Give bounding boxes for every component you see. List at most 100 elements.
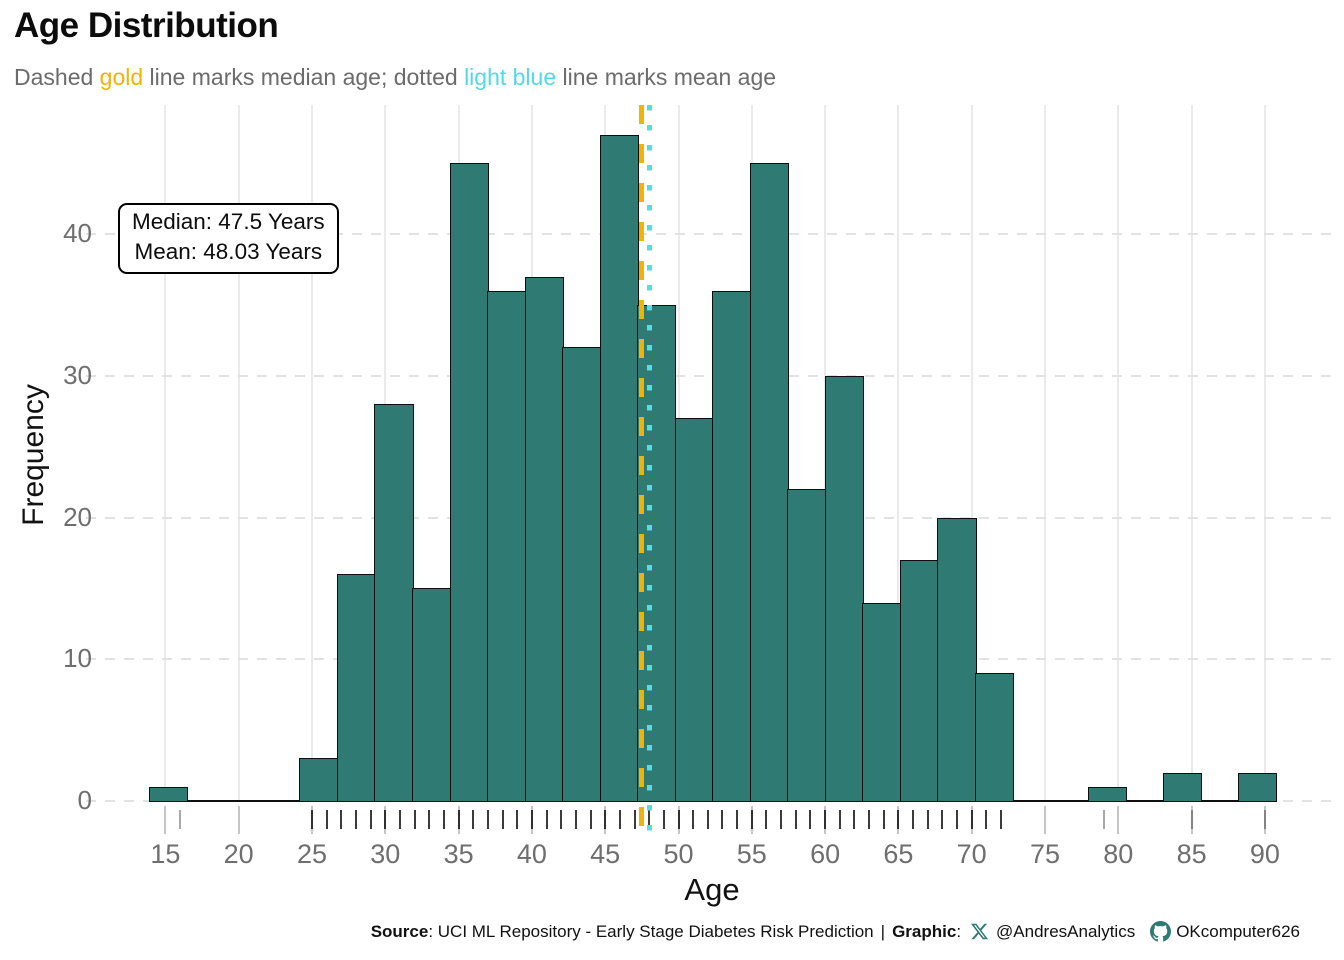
histogram-bar	[599, 134, 639, 802]
x-tick-label: 30	[370, 839, 401, 869]
rug-mark	[692, 810, 695, 829]
histogram-bar	[862, 602, 902, 802]
x-axis-tick	[164, 806, 167, 834]
x-tick-label: 50	[663, 839, 694, 869]
histogram-bar	[487, 290, 527, 802]
graphic-credit: Graphic:	[892, 922, 961, 942]
subtitle-part-plain: Dashed	[14, 64, 100, 90]
vertical-gridline	[311, 105, 313, 801]
footer-credits: Source: UCI ML Repository - Early Stage …	[371, 921, 1300, 942]
x-axis-tick	[1044, 806, 1046, 834]
rug-mark	[354, 810, 357, 829]
chart-subtitle: Dashed gold line marks median age; dotte…	[14, 64, 776, 91]
x-tick-label: 80	[1103, 839, 1134, 869]
x-twitter-icon	[970, 922, 989, 941]
rug-mark	[926, 810, 929, 829]
rug-mark	[912, 810, 915, 829]
rug-mark	[589, 810, 592, 829]
rug-mark	[794, 810, 797, 829]
x-tick-label: 65	[883, 839, 914, 869]
graphic-colon: :	[956, 921, 962, 941]
histogram-bar	[824, 375, 864, 802]
x-tick-label: 45	[590, 839, 621, 869]
rug-mark	[545, 810, 548, 829]
rug-mark	[765, 810, 768, 829]
github-handle: OKcomputer626	[1176, 921, 1300, 941]
subtitle-part-plain: line marks median age; dotted	[143, 64, 465, 90]
histogram-bar	[1162, 772, 1202, 802]
x-tick-label: 85	[1176, 839, 1207, 869]
chart-title: Age Distribution	[14, 6, 279, 45]
x-axis-title: Age	[684, 872, 740, 907]
rug-mark	[662, 810, 665, 829]
vertical-gridline	[237, 105, 240, 801]
vertical-gridline	[164, 105, 167, 801]
rug-mark	[340, 810, 343, 829]
horizontal-gridline	[86, 374, 1338, 377]
histogram-bar	[336, 574, 377, 802]
rug-mark	[633, 810, 636, 829]
rug-mark	[882, 810, 885, 829]
rug-mark	[398, 810, 401, 829]
rug-mark-light	[1102, 810, 1105, 829]
rug-mark	[970, 810, 973, 829]
graphic-label: Graphic	[892, 921, 957, 941]
histogram-bar	[749, 163, 789, 802]
histogram-bar	[562, 347, 602, 802]
x-tick-label: 40	[516, 839, 547, 869]
rug-mark	[560, 810, 563, 829]
x-tick-label: 15	[150, 839, 181, 869]
histogram-bar	[1087, 786, 1127, 802]
x-axis-tick	[1263, 806, 1266, 834]
x-tick-label: 90	[1249, 839, 1280, 869]
median-line	[639, 105, 645, 835]
mean-line	[647, 105, 653, 835]
rug-mark	[384, 810, 387, 829]
rug-mark	[369, 810, 372, 829]
source-credit: Source: UCI ML Repository - Early Stage …	[371, 922, 874, 942]
x-tick-label: 60	[810, 839, 841, 869]
x-tick-label: 25	[296, 839, 328, 869]
rug-mark	[736, 810, 739, 829]
subtitle-part-lightblue: light blue	[464, 64, 557, 90]
histogram-bar	[674, 418, 714, 802]
twitter-handle: @AndresAnalytics	[996, 921, 1136, 941]
histogram-bar	[411, 588, 452, 802]
median-annotation-text: Median: 47.5 Years	[132, 209, 325, 234]
x-tick-label: 55	[736, 839, 767, 869]
vertical-gridline	[1190, 105, 1193, 801]
rug-mark	[956, 810, 959, 829]
rug-mark	[780, 810, 783, 829]
rug-mark	[985, 810, 988, 829]
rug-mark	[809, 810, 812, 829]
rug-mark	[677, 810, 680, 829]
rug-mark	[618, 810, 621, 829]
x-tick-label: 70	[956, 839, 987, 869]
subtitle-part-plain: line marks mean age	[556, 64, 777, 90]
rug-mark	[413, 810, 416, 829]
y-tick-label: 40	[63, 217, 92, 248]
histogram-bar	[374, 404, 414, 802]
x-axis-tick	[237, 806, 240, 834]
histogram-bar	[524, 276, 564, 802]
stats-annotation-box: Median: 47.5 Years Mean: 48.03 Years	[118, 203, 339, 274]
histogram-bar	[974, 673, 1015, 802]
y-tick-label: 0	[77, 784, 92, 815]
mean-annotation-text: Mean: 48.03 Years	[134, 239, 323, 264]
source-text: : UCI ML Repository - Early Stage Diabet…	[428, 921, 874, 941]
subtitle-part-gold: gold	[99, 64, 144, 90]
rug-mark	[897, 810, 900, 829]
source-label: Source	[370, 921, 429, 941]
histogram-bar	[1237, 772, 1277, 802]
footer-separator: |	[880, 921, 886, 941]
histogram-bar	[149, 786, 189, 802]
histogram-bar	[449, 163, 489, 802]
vertical-gridline	[1044, 105, 1046, 801]
rug-mark	[574, 810, 577, 829]
y-tick-label: 20	[63, 501, 92, 532]
rug-mark	[516, 810, 519, 829]
rug-mark	[530, 810, 533, 829]
y-tick-label: 10	[63, 643, 92, 674]
y-axis-title: Frequency	[17, 384, 50, 526]
